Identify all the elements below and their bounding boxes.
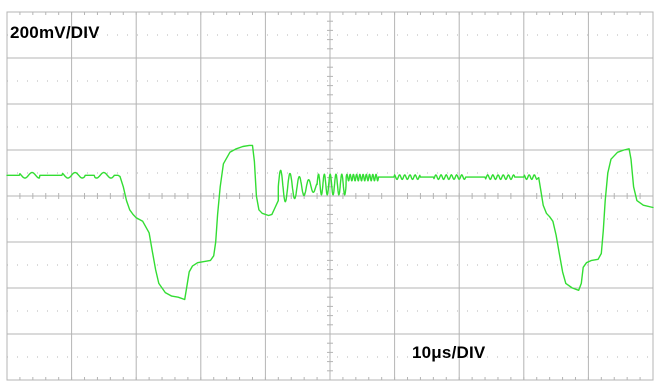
time-scale-label: 10μs/DIV [412,343,486,362]
waveform-trace [6,144,654,301]
vertical-scale-label: 200mV/DIV [10,23,100,42]
graticule [6,11,654,381]
